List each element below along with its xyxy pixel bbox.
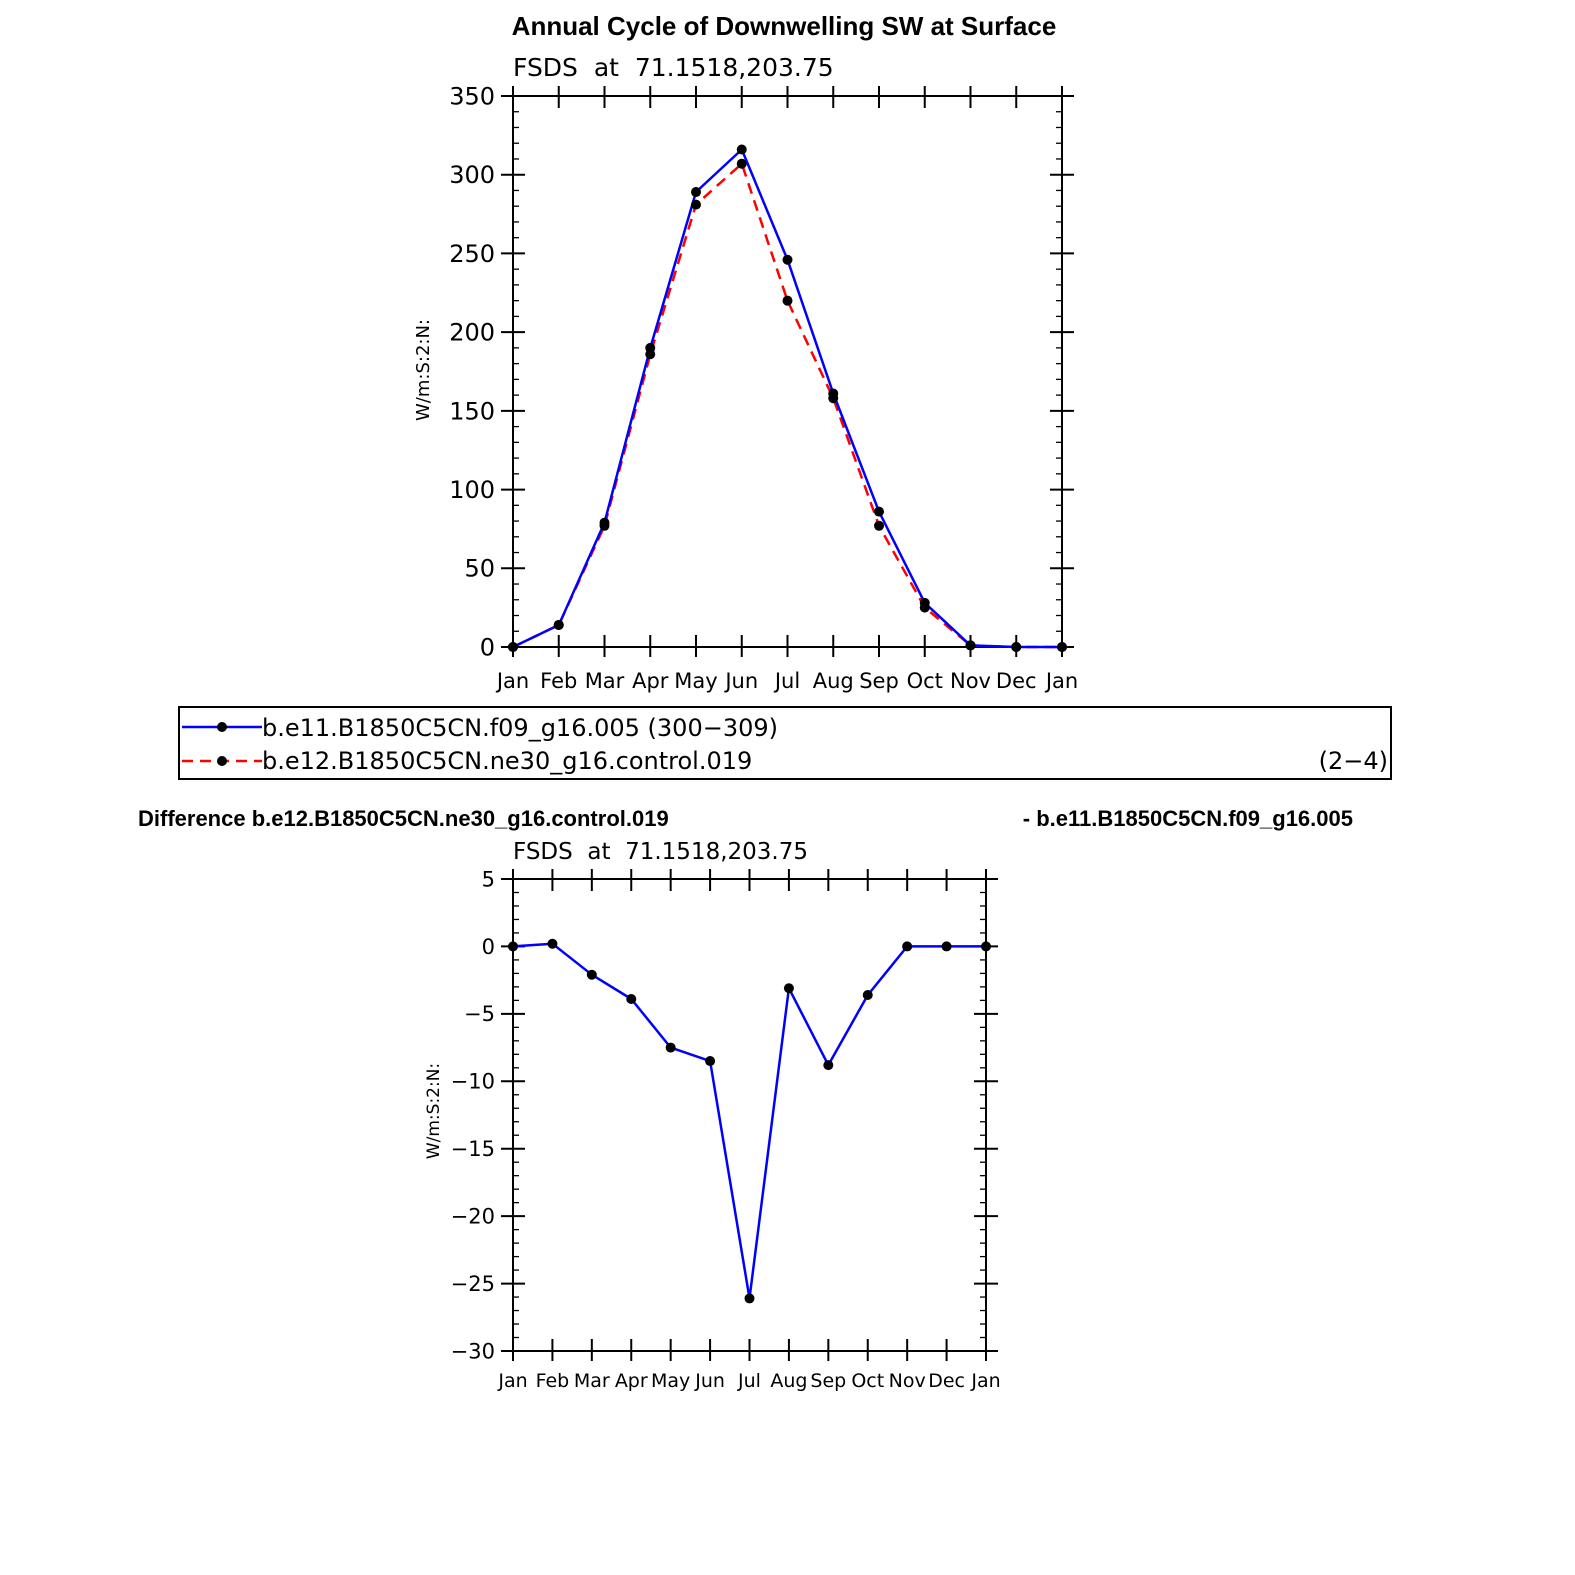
y-tick-label: 350 [449,82,495,110]
x-tick-label: Dec [928,1370,965,1392]
data-point-series-2 [553,619,564,630]
x-tick-label: Sep [810,1370,846,1392]
y-tick-label: 300 [449,161,495,189]
y-tick-label: 50 [464,555,495,583]
y-tick-label: 150 [449,397,495,425]
series-line-2 [512,162,1062,649]
data-point-series-2 [782,295,793,306]
x-tick-label: Jun [723,669,758,693]
x-tick-label: Mar [574,1370,610,1392]
x-tick-label: Nov [889,1370,926,1392]
data-point-series-1 [626,994,637,1005]
data-point-series-2 [691,199,701,210]
top-plot-area: 0 50 100 150 200 250 300 350 Jan Feb Mar Apr May Jun J… [449,82,1078,693]
data-point-series-2 [645,349,656,360]
data-point-series-1 [941,941,952,952]
x-tick-label: Feb [536,1370,570,1392]
legend-box [178,706,1392,780]
x-tick-label: Mar [585,669,625,693]
data-point-series-1 [902,941,913,952]
x-tick-label: Jan [970,1370,1000,1392]
data-point-series-1 [691,187,701,198]
data-point-series-1 [547,938,558,949]
data-point-series-2 [919,602,930,613]
data-point-series-2 [736,158,747,169]
x-tick-label: Oct [851,1370,884,1392]
data-point-series-1 [874,506,884,517]
legend-marker-1 [217,722,227,732]
data-point-series-1 [586,969,597,980]
y-tick-label: 5 [482,867,495,891]
x-tick-label: Jun [694,1370,725,1392]
x-tick-label: Jan [495,669,529,693]
legend-entry-2: b.e12.B1850C5CN.ne30_g16.control.019 [182,747,752,775]
data-point-series-2 [508,642,518,652]
series-line-1 [512,148,1062,649]
data-point-series-1 [705,1056,716,1067]
data-point-series-1 [782,254,793,265]
diff-title-right: - b.e11.B1850C5CN.f09_g16.005 [1023,806,1353,831]
x-tick-label: Aug [770,1370,807,1392]
legend-label-1: b.e11.B1850C5CN.f09_g16.005 (300−309) [262,714,778,742]
y-tick-label: 250 [449,240,495,268]
y-tick-label: 100 [449,476,495,504]
x-tick-label: Nov [950,669,991,693]
data-point-series-1 [862,989,873,1000]
data-point-series-2 [599,520,610,531]
x-tick-label: Feb [540,669,577,693]
bottom-panel-title: FSDS at 71.1518,203.75 [513,839,808,865]
legend-entry-1: b.e11.B1850C5CN.f09_g16.005 (300−309) [182,714,778,742]
y-tick-label: −15 [451,1137,495,1161]
x-tick-label: Jan [497,1370,527,1392]
x-tick-label: Jul [773,669,800,693]
series-line-1 [512,942,986,1300]
data-point-series-1 [665,1042,676,1053]
main-title: Annual Cycle of Downwelling SW at Surfac… [512,11,1057,41]
data-point-series-1 [823,1060,834,1071]
x-tick-label: Oct [907,669,943,693]
plot-frame [512,95,1063,648]
x-tick-label: Apr [615,1370,648,1392]
data-point-series-1 [736,144,747,155]
plot-frame [512,878,987,1352]
data-point-series-2 [1057,642,1067,652]
y-tick-label: −30 [451,1339,495,1363]
top-panel-title: FSDS at 71.1518,203.75 [513,53,834,82]
y-tick-label: 0 [482,935,495,959]
diff-title-left: Difference b.e12.B1850C5CN.ne30_g16.cont… [138,806,669,831]
x-tick-label: Jul [737,1370,761,1392]
x-tick-label: Aug [813,669,854,693]
data-point-series-2 [828,393,839,404]
x-tick-label: Dec [996,669,1037,693]
bottom-plot-area: −30 −25 −20 −15 −10 −5 0 5 Jan Feb Mar Apr May Jun Jul… [451,867,1001,1392]
legend-marker-2 [217,756,227,766]
data-point-series-1 [508,941,518,952]
x-tick-label: Apr [632,669,669,693]
y-tick-label: −25 [451,1272,495,1296]
x-tick-label: Jan [1044,669,1078,693]
y-tick-label: 200 [449,319,495,347]
x-tick-label: May [651,1370,690,1392]
legend-label-2: b.e12.B1850C5CN.ne30_g16.control.019 [262,747,752,775]
y-tick-label: −20 [451,1204,495,1228]
x-tick-label: May [674,669,717,693]
x-tick-label: Sep [859,669,899,693]
bottom-y-axis-label: W/m:S:2:N: [424,1063,444,1159]
top-y-axis-label: W/m:S:2:N: [413,319,434,421]
y-tick-label: −5 [464,1002,495,1026]
y-tick-label: 0 [480,633,495,661]
data-point-series-2 [965,640,976,651]
data-point-series-1 [981,941,991,952]
data-point-series-2 [874,520,884,531]
data-point-series-1 [783,983,794,994]
legend-note: (2−4) [1319,747,1388,775]
data-point-series-1 [744,1293,755,1304]
y-tick-label: −10 [451,1070,495,1094]
data-point-series-2 [1011,642,1022,652]
